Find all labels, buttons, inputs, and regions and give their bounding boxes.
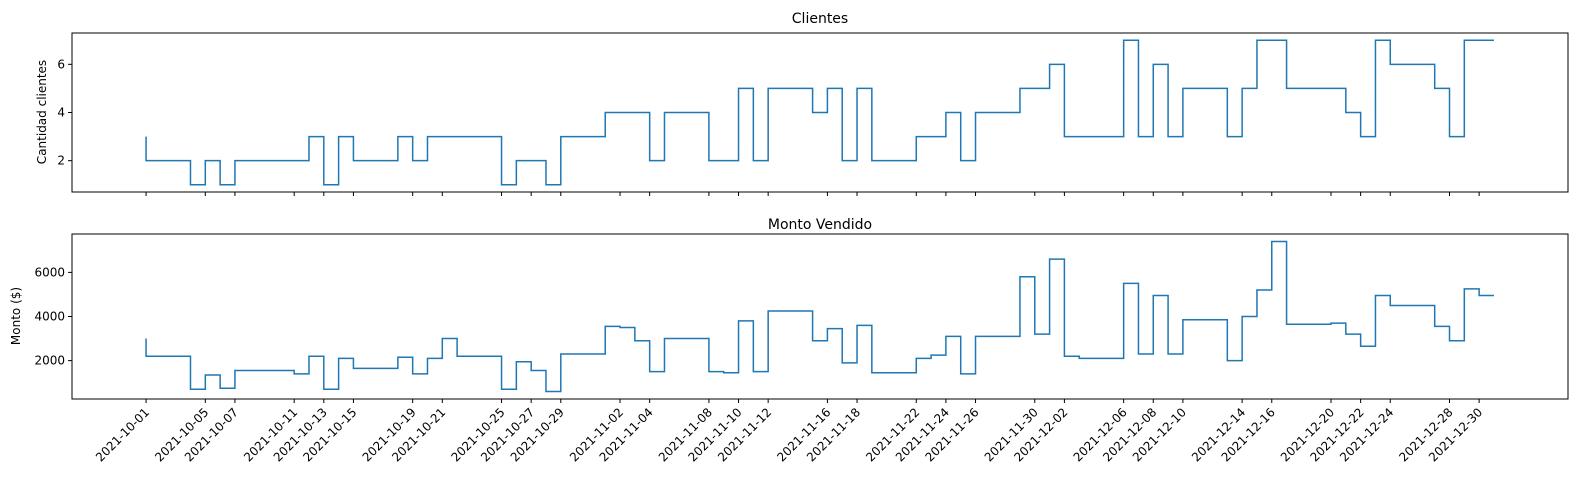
axes-frame (71, 32, 1569, 193)
y-axis-label: Cantidad clientes (35, 60, 49, 164)
y-tick-label: 6000 (34, 265, 65, 279)
y-axis-label: Monto ($) (9, 287, 23, 345)
y-tick-label: 6 (57, 57, 65, 71)
chart-title: Clientes (792, 11, 848, 27)
x-tick-label: 2021-10-01 (93, 405, 152, 464)
data-line (145, 39, 1494, 186)
y-tick-label: 2000 (34, 354, 65, 368)
chart-title: Monto Vendido (768, 217, 872, 233)
y-tick-label: 2 (57, 154, 65, 168)
y-tick-label: 4000 (34, 310, 65, 324)
y-tick-label: 4 (57, 106, 65, 120)
data-line (145, 240, 1494, 393)
axes-frame (71, 233, 1569, 400)
